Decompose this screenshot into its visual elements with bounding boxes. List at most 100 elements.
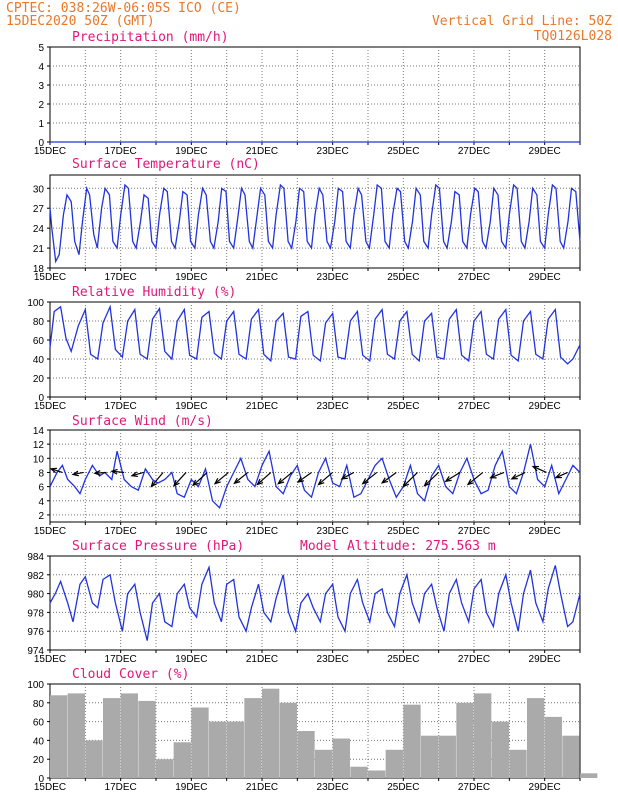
cloud-bar — [138, 700, 156, 778]
x-tick-label: 23DEC — [317, 146, 349, 157]
wind-arrow — [297, 471, 312, 483]
cloud-bar — [50, 695, 68, 778]
panel-pressure: 974 976 978 980 982 984 15DEC 17DEC 19DEC 21DEC 23… — [27, 539, 581, 665]
y-tick-label: 982 — [27, 571, 44, 582]
x-tick-label: 23DEC — [317, 782, 349, 793]
y-tick-label: 24 — [33, 224, 45, 235]
cloud-bar — [403, 704, 421, 778]
panel-subtitle: Model Altitude: 275.563 m — [300, 539, 496, 554]
x-tick-label: 25DEC — [387, 782, 419, 793]
x-tick-label: 19DEC — [175, 654, 207, 665]
wind-arrowhead — [150, 480, 158, 488]
wind-arrow — [555, 471, 568, 479]
x-tick-label: 19DEC — [175, 782, 207, 793]
wind-arrow — [467, 471, 484, 485]
y-tick-label: 60 — [33, 718, 45, 729]
cloud-bar — [85, 740, 103, 778]
station-header: CPTEC: 038:26W-06:05S ICO (CE) — [6, 1, 241, 16]
cloud-bar — [368, 770, 386, 778]
cloud-bar — [120, 693, 138, 778]
wind-arrow — [50, 468, 63, 474]
x-tick-label: 27DEC — [458, 401, 490, 412]
wind-arrowhead — [213, 478, 221, 485]
x-tick-label: 23DEC — [317, 526, 349, 537]
x-tick-label: 27DEC — [458, 654, 490, 665]
plot-frame — [49, 301, 581, 398]
wind-arrow — [257, 472, 272, 485]
wind-arrow — [72, 471, 84, 476]
wind-arrowhead — [489, 473, 497, 479]
panel-title: Surface Temperature (nC) — [72, 157, 260, 172]
panel-temp: 18 21 24 27 30 15DEC 17DEC 19DEC 21DEC 23DEC 25DEC… — [33, 157, 581, 283]
y-tick-label: 0 — [38, 774, 44, 785]
cloud-bar — [279, 702, 297, 778]
y-tick-label: 5 — [38, 43, 44, 54]
y-tick-label: 8 — [38, 468, 44, 479]
y-tick-label: 20 — [33, 374, 45, 385]
x-tick-label: 17DEC — [105, 526, 137, 537]
cloud-bar — [226, 721, 244, 778]
x-tick-label: 15DEC — [34, 401, 66, 412]
y-tick-label: 0 — [38, 138, 44, 149]
wind-arrow — [490, 471, 505, 479]
y-tick-label: 0 — [38, 393, 44, 404]
panel-title: Relative Humidity (%) — [72, 285, 236, 300]
cloud-bar — [509, 749, 527, 778]
y-tick-label: 20 — [33, 755, 45, 766]
y-tick-label: 18 — [33, 264, 45, 275]
x-tick-label: 23DEC — [317, 272, 349, 283]
cloud-bar — [244, 698, 262, 778]
cloud-bar — [191, 707, 209, 778]
y-tick-label: 2 — [38, 100, 44, 111]
panel-title: Precipitation (mm/h) — [72, 30, 229, 45]
series-pressure — [49, 564, 581, 641]
cloud-bar — [262, 688, 280, 778]
x-tick-label: 17DEC — [105, 654, 137, 665]
wind-arrow — [192, 472, 208, 486]
y-tick-label: 978 — [27, 608, 44, 619]
x-tick-label: 15DEC — [34, 146, 66, 157]
x-tick-label: 25DEC — [387, 526, 419, 537]
x-tick-label: 29DEC — [529, 782, 561, 793]
x-tick-label: 19DEC — [175, 146, 207, 157]
y-tick-label: 3 — [38, 81, 44, 92]
x-tick-label: 21DEC — [246, 146, 278, 157]
cloud-bar — [527, 698, 545, 778]
wind-arrow — [532, 465, 547, 474]
wind-arrow — [445, 471, 461, 482]
x-tick-label: 21DEC — [246, 782, 278, 793]
cloud-bar — [474, 693, 492, 778]
x-tick-label: 21DEC — [246, 272, 278, 283]
wind-arrowhead — [130, 471, 139, 478]
x-tick-label: 29DEC — [529, 526, 561, 537]
wind-arrowhead — [340, 473, 348, 480]
wind-arrowhead — [402, 480, 410, 488]
cloud-bar — [562, 735, 580, 778]
cloud-bar — [209, 721, 227, 778]
x-tick-label: 17DEC — [105, 401, 137, 412]
wind-arrow — [318, 472, 334, 485]
wind-arrow — [111, 470, 125, 474]
x-tick-label: 21DEC — [246, 654, 278, 665]
y-tick-label: 30 — [33, 184, 45, 195]
model-id: TQ0126L028 — [534, 29, 612, 44]
wind-arrow — [511, 471, 526, 480]
x-tick-label: 25DEC — [387, 272, 419, 283]
series-wind — [49, 444, 581, 509]
x-tick-label: 19DEC — [175, 401, 207, 412]
wind-arrow — [214, 472, 229, 485]
x-tick-label: 23DEC — [317, 401, 349, 412]
wind-arrowhead — [510, 473, 518, 480]
y-tick-label: 4 — [38, 497, 44, 508]
wind-arrowhead — [49, 467, 58, 474]
panel-title: Cloud Cover (%) — [72, 667, 189, 682]
x-tick-label: 25DEC — [387, 146, 419, 157]
x-tick-label: 15DEC — [34, 526, 66, 537]
panel-precip: 0 1 2 3 4 5 15DEC 17DEC 19DEC 21DEC 23DEC 25DEC 27DE… — [34, 30, 581, 157]
wind-arrowhead — [317, 478, 325, 486]
panel-title: Surface Wind (m/s) — [72, 414, 213, 429]
wind-arrowhead — [233, 477, 241, 485]
x-tick-label: 29DEC — [529, 401, 561, 412]
wind-arrowhead — [110, 468, 118, 475]
y-tick-label: 80 — [33, 317, 45, 328]
